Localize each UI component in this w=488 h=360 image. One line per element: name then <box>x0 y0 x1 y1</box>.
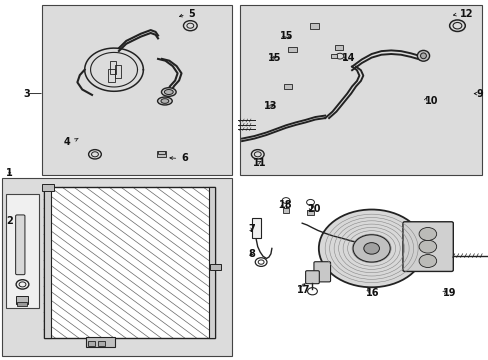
FancyBboxPatch shape <box>305 271 319 284</box>
Ellipse shape <box>161 99 168 103</box>
Circle shape <box>363 243 379 254</box>
Bar <box>209 187 215 338</box>
Bar <box>44 187 51 338</box>
FancyBboxPatch shape <box>16 296 28 304</box>
Ellipse shape <box>157 97 172 105</box>
Ellipse shape <box>420 53 426 59</box>
Text: 14: 14 <box>342 53 355 63</box>
Circle shape <box>352 235 389 262</box>
FancyBboxPatch shape <box>17 302 27 306</box>
Text: 15: 15 <box>279 31 293 41</box>
FancyBboxPatch shape <box>157 152 166 157</box>
Circle shape <box>318 210 424 287</box>
Text: 13: 13 <box>264 101 277 111</box>
FancyBboxPatch shape <box>288 46 297 52</box>
Ellipse shape <box>161 88 176 96</box>
FancyBboxPatch shape <box>2 178 232 356</box>
Ellipse shape <box>416 50 428 61</box>
FancyBboxPatch shape <box>210 264 221 270</box>
Bar <box>44 187 215 338</box>
FancyBboxPatch shape <box>309 23 318 28</box>
FancyBboxPatch shape <box>41 184 54 191</box>
Text: 4: 4 <box>63 137 70 147</box>
Text: 9: 9 <box>475 89 482 99</box>
Text: 12: 12 <box>459 9 472 19</box>
Text: 7: 7 <box>248 224 255 234</box>
Text: 2: 2 <box>6 216 13 226</box>
Bar <box>44 187 215 338</box>
Text: 5: 5 <box>188 9 195 19</box>
Ellipse shape <box>164 90 173 95</box>
Text: 8: 8 <box>248 249 255 259</box>
Text: 18: 18 <box>278 200 292 210</box>
FancyBboxPatch shape <box>306 210 313 215</box>
FancyBboxPatch shape <box>284 84 291 89</box>
FancyBboxPatch shape <box>41 5 232 175</box>
FancyBboxPatch shape <box>239 5 481 175</box>
Text: 1: 1 <box>6 168 13 178</box>
Text: 11: 11 <box>253 158 266 168</box>
FancyBboxPatch shape <box>88 341 95 346</box>
FancyBboxPatch shape <box>85 337 115 347</box>
FancyBboxPatch shape <box>6 194 39 308</box>
FancyBboxPatch shape <box>98 341 105 346</box>
FancyBboxPatch shape <box>330 54 337 58</box>
FancyBboxPatch shape <box>16 215 25 275</box>
Circle shape <box>418 255 436 267</box>
Circle shape <box>418 240 436 253</box>
Circle shape <box>418 228 436 240</box>
Text: 15: 15 <box>267 53 281 63</box>
Text: 19: 19 <box>442 288 455 298</box>
Text: 3: 3 <box>23 89 30 99</box>
FancyBboxPatch shape <box>282 208 289 213</box>
FancyBboxPatch shape <box>313 262 330 282</box>
Text: 6: 6 <box>181 153 187 163</box>
Text: 10: 10 <box>425 96 438 106</box>
FancyBboxPatch shape <box>251 218 260 238</box>
FancyBboxPatch shape <box>334 45 342 50</box>
Text: 16: 16 <box>365 288 379 298</box>
FancyBboxPatch shape <box>402 222 452 271</box>
Text: 20: 20 <box>306 204 320 214</box>
FancyBboxPatch shape <box>158 151 165 154</box>
Text: 17: 17 <box>297 285 310 295</box>
